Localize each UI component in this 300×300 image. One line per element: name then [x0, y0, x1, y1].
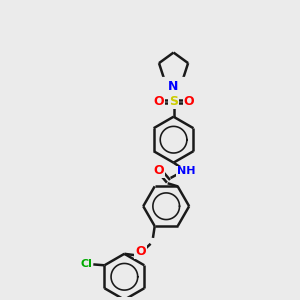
Text: N: N	[168, 80, 179, 93]
Text: O: O	[135, 245, 146, 258]
Text: NH: NH	[177, 167, 195, 176]
Text: O: O	[184, 95, 194, 108]
Text: N: N	[168, 80, 179, 93]
Text: O: O	[153, 95, 164, 108]
Text: Cl: Cl	[80, 259, 92, 269]
Text: S: S	[169, 95, 178, 108]
Text: O: O	[154, 164, 164, 176]
